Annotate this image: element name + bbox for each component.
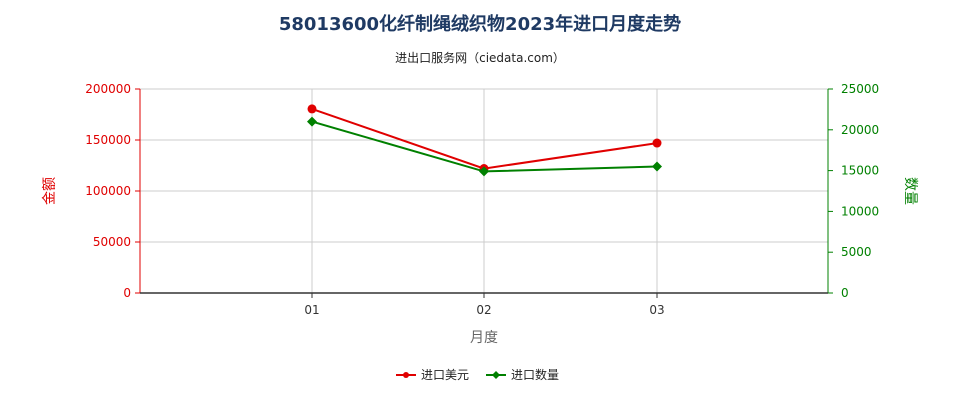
data-point-2 [479,166,489,177]
legend-marker-1 [403,372,409,378]
x-axis-title: 月度 [470,330,498,346]
right-axis-tick-label: 10000 [841,204,879,218]
legend-label-1: 进口美元 [421,368,469,382]
data-point-1 [307,104,317,114]
right-axis-tick-label: 25000 [841,82,879,96]
right-axis-tick-label: 5000 [841,245,872,259]
left-axis-tick-label: 150000 [85,133,131,147]
chart-subtitle: 进出口服务网（ciedata.com） [395,51,565,65]
right-axis-tick-label: 15000 [841,164,879,178]
x-axis-tick-label: 02 [476,303,491,317]
x-axis-tick-label: 03 [649,303,664,317]
left-y-axis-title: 金额 [42,177,58,205]
right-y-axis-title: 数量 [902,177,918,205]
chart-title: 58013600化纤制绳绒织物2023年进口月度走势 [278,14,682,35]
right-axis-tick-label: 20000 [841,123,879,137]
legend-marker-2 [492,371,500,379]
left-axis-tick-label: 200000 [85,82,131,96]
left-axis-tick-label: 100000 [85,184,131,198]
data-point-1 [652,138,662,148]
left-axis-tick-label: 0 [123,286,131,300]
left-axis-tick-label: 50000 [93,235,131,249]
x-axis-tick-label: 01 [304,303,319,317]
legend-label-2: 进口数量 [511,367,559,382]
data-point-2 [307,116,317,127]
data-point-2 [652,161,662,172]
right-axis-tick-label: 0 [841,286,849,300]
